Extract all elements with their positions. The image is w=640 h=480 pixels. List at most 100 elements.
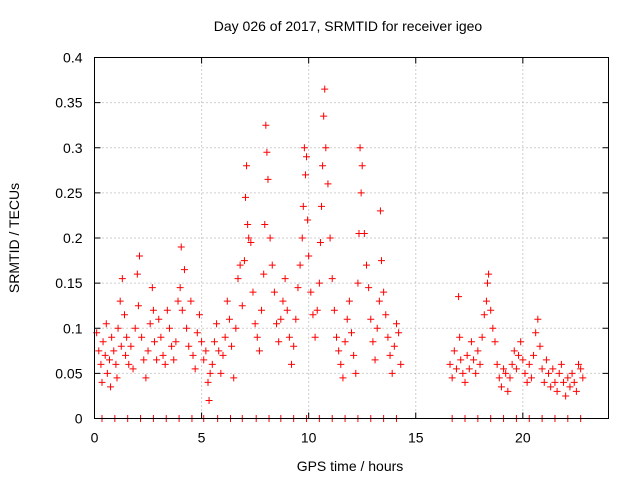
- data-point: [476, 360, 484, 368]
- data-point: [125, 360, 133, 368]
- data-point: [234, 275, 242, 283]
- data-point: [99, 338, 107, 346]
- data-point: [219, 351, 227, 359]
- data-point: [275, 338, 283, 346]
- data-point: [279, 297, 287, 305]
- data-point: [198, 338, 206, 346]
- data-point: [270, 288, 278, 296]
- data-point: [525, 360, 533, 368]
- data-point: [456, 333, 464, 341]
- data-point: [341, 338, 349, 346]
- data-point: [213, 320, 221, 328]
- data-point: [249, 288, 257, 296]
- data-point: [343, 315, 351, 323]
- data-point: [326, 234, 334, 242]
- data-point: [153, 356, 161, 364]
- data-point: [322, 144, 330, 152]
- data-point: [564, 374, 572, 382]
- data-point: [478, 333, 486, 341]
- data-point: [221, 333, 229, 341]
- data-point: [354, 279, 362, 287]
- data-point: [472, 369, 480, 377]
- data-point: [283, 306, 291, 314]
- data-point: [570, 378, 578, 386]
- data-point: [542, 356, 550, 364]
- data-point: [165, 324, 173, 332]
- data-point: [185, 342, 193, 350]
- data-point: [225, 315, 233, 323]
- data-point: [397, 360, 405, 368]
- data-point: [549, 365, 557, 373]
- data-point: [367, 315, 375, 323]
- data-point: [268, 261, 276, 269]
- data-point: [142, 374, 150, 382]
- data-point: [534, 315, 542, 323]
- data-point: [238, 302, 246, 310]
- data-point: [318, 202, 326, 210]
- data-point: [260, 270, 268, 278]
- data-point: [540, 378, 548, 386]
- data-point: [261, 220, 269, 228]
- data-point: [489, 324, 497, 332]
- data-point: [215, 347, 223, 355]
- data-point: [129, 365, 137, 373]
- data-point: [482, 297, 490, 305]
- data-point: [288, 360, 296, 368]
- data-point: [107, 383, 115, 391]
- data-point: [303, 153, 311, 161]
- axis-ticks: 0 0.05 0.1 0.15 0.2 0.25 0.3 0.35 0.4 0 5 10 15 20: [55, 50, 609, 446]
- data-point: [307, 288, 315, 296]
- data-point: [324, 180, 332, 188]
- x-axis-label: GPS time / hours: [297, 458, 404, 474]
- data-point: [118, 275, 126, 283]
- data-point: [97, 360, 105, 368]
- data-point: [301, 171, 309, 179]
- data-point: [123, 333, 131, 341]
- data-point: [298, 234, 306, 242]
- data-point: [146, 320, 154, 328]
- data-point: [157, 333, 165, 341]
- data-point: [560, 378, 568, 386]
- data-point: [579, 374, 587, 382]
- data-point: [500, 365, 508, 373]
- data-point: [321, 85, 329, 93]
- data-point: [382, 311, 390, 319]
- data-point: [377, 257, 385, 265]
- data-point: [172, 338, 180, 346]
- data-point: [262, 121, 270, 129]
- data-point: [553, 387, 561, 395]
- y-tick-label: 0.4: [63, 50, 83, 66]
- data-point: [465, 365, 473, 373]
- x-tick-label: 15: [408, 430, 424, 446]
- data-point: [292, 315, 300, 323]
- data-point: [547, 383, 555, 391]
- data-point: [102, 320, 110, 328]
- data-point: [538, 365, 546, 373]
- y-tick-label: 0.3: [63, 140, 83, 156]
- data-point: [495, 374, 503, 382]
- data-point: [376, 207, 384, 215]
- data-point: [117, 342, 125, 350]
- chart-title: Day 026 of 2017, SRMTID for receiver ige…: [214, 18, 483, 34]
- data-point: [277, 315, 285, 323]
- data-point: [474, 347, 482, 355]
- data-point: [562, 392, 570, 400]
- data-point: [506, 374, 514, 382]
- data-point: [105, 356, 113, 364]
- data-point: [138, 333, 146, 341]
- data-point: [247, 239, 255, 247]
- data-point: [493, 360, 501, 368]
- data-points: [93, 85, 587, 422]
- data-point: [243, 162, 251, 170]
- data-point: [200, 356, 208, 364]
- data-point: [530, 351, 538, 359]
- data-point: [457, 356, 465, 364]
- data-point: [150, 338, 158, 346]
- data-point: [281, 275, 289, 283]
- data-point: [333, 333, 341, 341]
- data-point: [204, 378, 212, 386]
- data-point: [575, 360, 583, 368]
- data-point: [536, 342, 544, 350]
- data-point: [148, 284, 156, 292]
